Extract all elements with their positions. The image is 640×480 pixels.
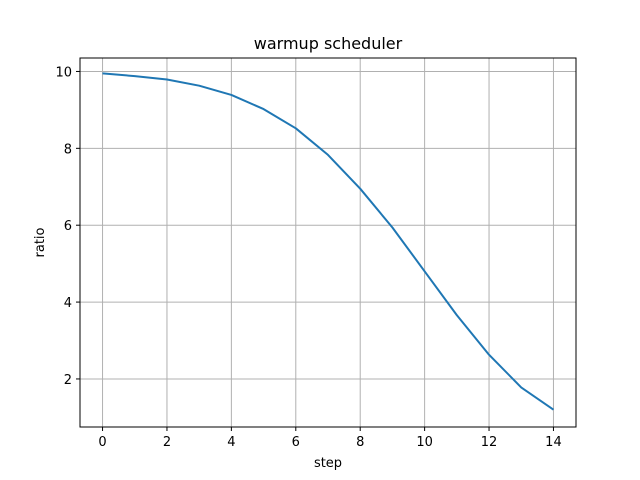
x-tick-label: 8	[356, 435, 364, 450]
series-line	[102, 72, 555, 411]
y-axis-label: ratio	[33, 227, 48, 257]
series-group	[102, 72, 555, 411]
x-axis-ticks: 0 2 4 6 8 10 12 14	[98, 427, 562, 450]
x-tick-label: 4	[227, 435, 235, 450]
y-tick-label: 8	[64, 142, 72, 157]
y-tick-label: 10	[55, 65, 72, 80]
x-tick-label: 6	[292, 435, 300, 450]
plot-frame	[79, 57, 577, 428]
y-tick-label: 4	[64, 296, 72, 311]
x-axis-label: step	[314, 456, 342, 471]
x-tick-label: 12	[481, 435, 498, 450]
x-tick-label: 2	[163, 435, 171, 450]
grid-lines	[80, 58, 576, 427]
y-axis-ticks: 2 4 6 8 10	[55, 65, 80, 388]
x-tick-label: 10	[416, 435, 433, 450]
y-tick-label: 6	[64, 219, 72, 234]
x-tick-label: 0	[98, 435, 106, 450]
y-tick-label: 2	[64, 373, 72, 388]
x-tick-label: 14	[545, 435, 562, 450]
chart-title: warmup scheduler	[254, 34, 403, 53]
